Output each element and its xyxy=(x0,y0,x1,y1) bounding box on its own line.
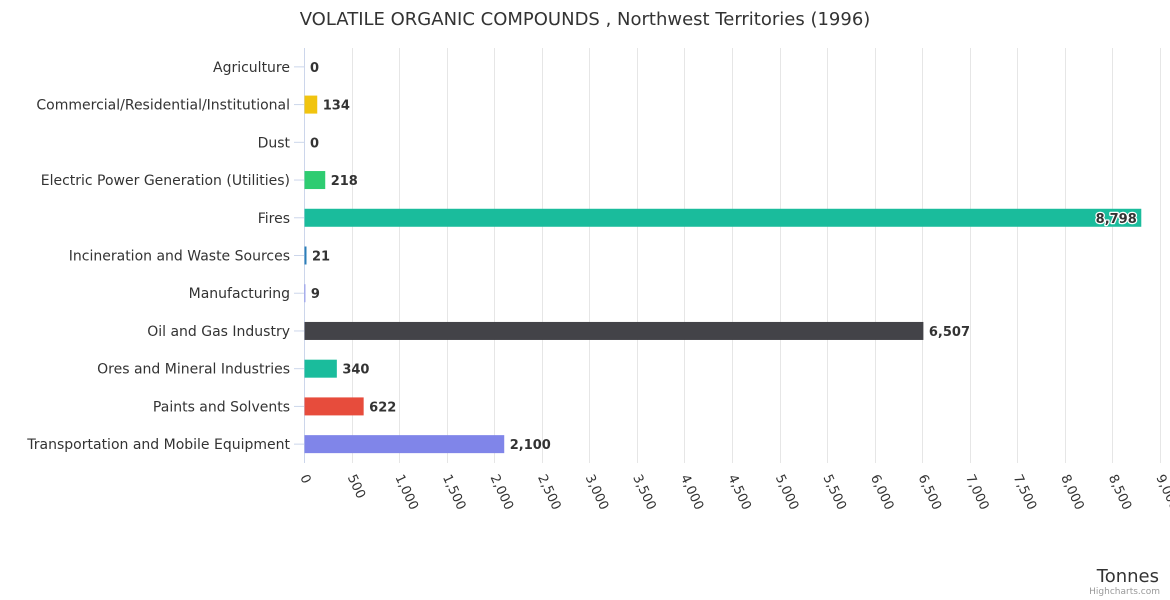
data-label: 9 xyxy=(311,287,320,302)
bar[interactable] xyxy=(304,171,326,190)
tick-label: 8,000 xyxy=(1057,472,1086,512)
data-label: 21 xyxy=(312,250,330,265)
tick-label: 4,000 xyxy=(677,472,706,512)
tick-label: 5,500 xyxy=(819,472,848,512)
category-axis-ticks xyxy=(294,66,304,445)
category-label: Transportation and Mobile Equipment xyxy=(26,437,290,453)
category-label: Paints and Solvents xyxy=(153,399,290,415)
category-label: Ores and Mineral Industries xyxy=(97,362,290,378)
tick-label: 1,500 xyxy=(439,472,468,512)
data-label: 0 xyxy=(310,61,319,76)
bar[interactable] xyxy=(304,321,924,340)
value-axis-tick-labels: 0 500 1,000 1,500 2,000 2,500 3,000 3,500 4,000 4… xyxy=(296,472,1170,512)
bar[interactable] xyxy=(304,397,364,416)
chart-title: VOLATILE ORGANIC COMPOUNDS , Northwest T… xyxy=(300,9,871,30)
tick-label: 6,500 xyxy=(915,472,944,512)
data-label: 6,507 xyxy=(929,325,970,340)
category-label: Electric Power Generation (Utilities) xyxy=(41,173,290,189)
bar[interactable] xyxy=(304,359,337,378)
bar[interactable] xyxy=(304,435,505,454)
grid-lines xyxy=(352,48,1161,463)
data-label: 0 xyxy=(310,136,319,151)
category-axis-labels: Agriculture Commercial/Residential/Instit… xyxy=(26,60,290,453)
tick-label: 9,000 xyxy=(1152,472,1170,512)
bar-series xyxy=(304,95,1142,454)
tick-label: 500 xyxy=(344,472,368,501)
category-label: Manufacturing xyxy=(189,286,290,302)
tick-label: 0 xyxy=(296,472,313,486)
tick-label: 3,500 xyxy=(629,472,658,512)
tick-label: 6,000 xyxy=(867,472,896,512)
bar[interactable] xyxy=(304,95,318,114)
tick-label: 2,500 xyxy=(534,472,563,512)
tick-label: 8,500 xyxy=(1105,472,1134,512)
tick-label: 3,000 xyxy=(582,472,611,512)
tick-label: 4,500 xyxy=(724,472,753,512)
data-label: 340 xyxy=(342,363,369,378)
value-axis-title: Tonnes xyxy=(1096,566,1159,587)
data-label: 134 xyxy=(323,99,350,114)
bar[interactable] xyxy=(304,246,307,265)
bar[interactable] xyxy=(304,208,1142,227)
bar[interactable] xyxy=(304,284,306,303)
tick-label: 1,000 xyxy=(391,472,420,512)
tick-label: 2,000 xyxy=(487,472,516,512)
category-label: Agriculture xyxy=(213,60,290,76)
tick-label: 7,000 xyxy=(962,472,991,512)
data-label: 2,100 xyxy=(510,438,551,453)
credits-link[interactable]: Highcharts.com xyxy=(1089,587,1160,597)
category-label: Fires xyxy=(258,211,290,227)
category-label: Incineration and Waste Sources xyxy=(69,249,290,265)
data-label: 8,798 xyxy=(1096,212,1137,227)
data-label: 622 xyxy=(369,400,396,415)
tick-label: 7,500 xyxy=(1010,472,1039,512)
category-label: Commercial/Residential/Institutional xyxy=(36,98,290,114)
category-label: Oil and Gas Industry xyxy=(147,324,290,340)
data-label: 218 xyxy=(331,174,358,189)
data-labels: 0 134 0 218 8,798 21 9 6,507 340 622 2,100 xyxy=(310,61,1138,453)
tick-label: 5,000 xyxy=(772,472,801,512)
category-label: Dust xyxy=(258,135,291,151)
